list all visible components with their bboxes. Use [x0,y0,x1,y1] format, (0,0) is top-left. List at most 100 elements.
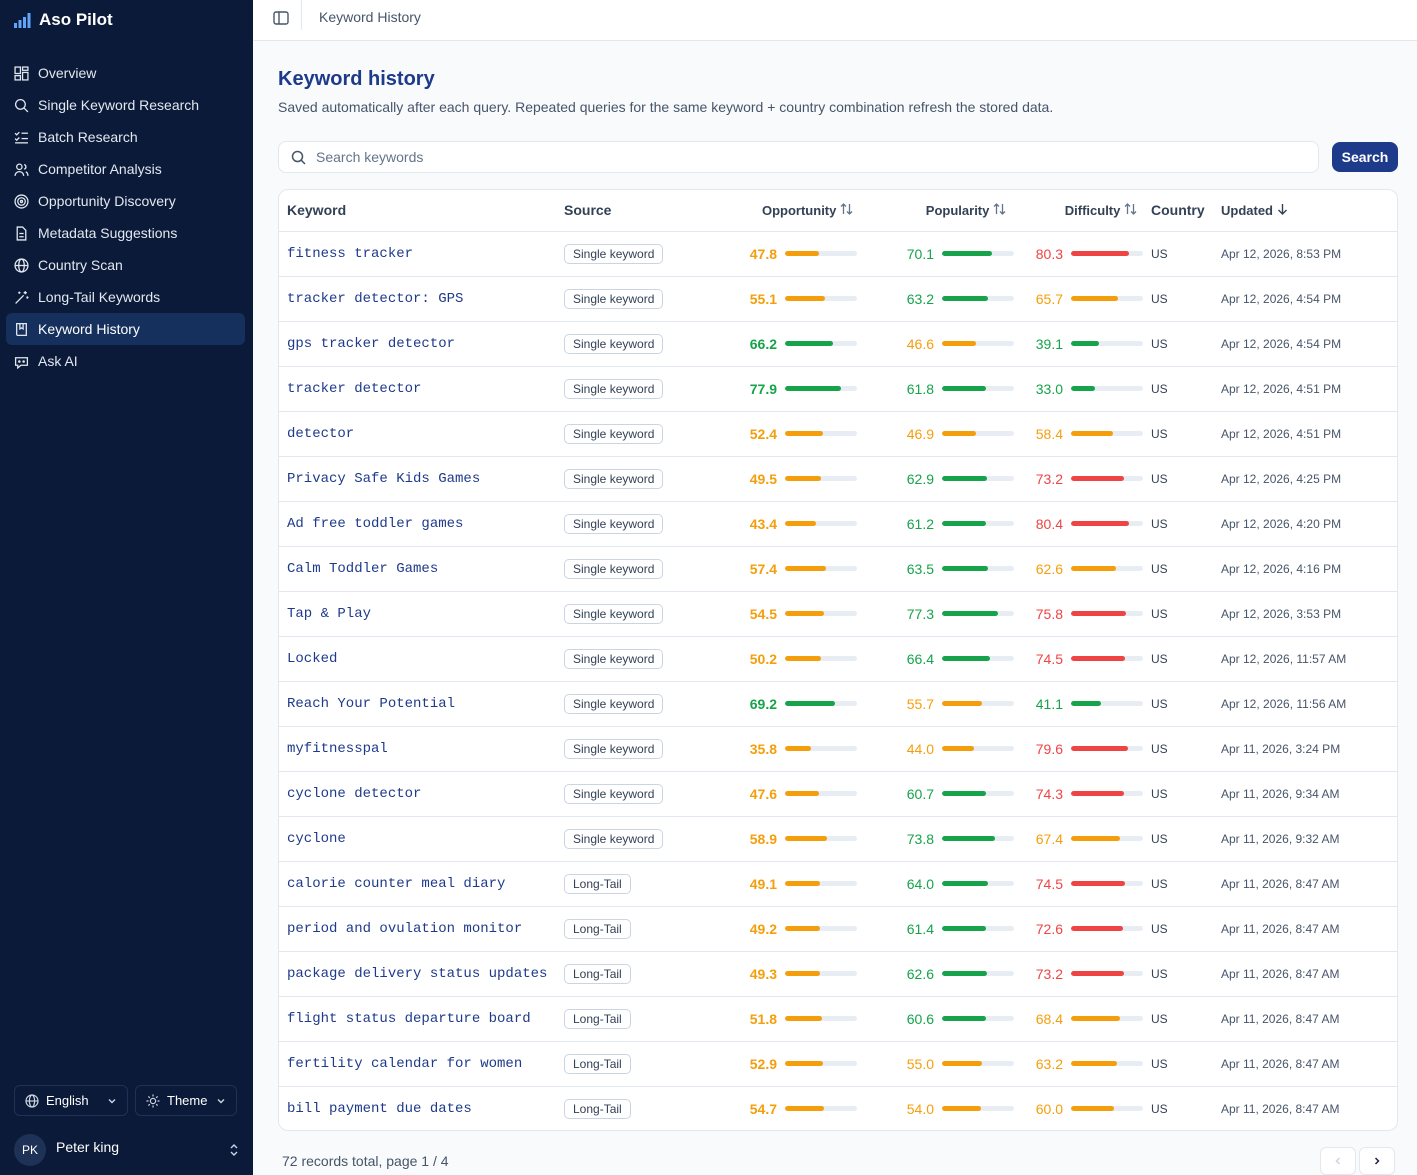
table-row[interactable]: Tap & Play Single keyword 54.5 77.3 75.8 US Ap… [279,591,1397,637]
keyword-link[interactable]: package delivery status updates [287,966,548,982]
sidebar-item-overview[interactable]: Overview [6,57,245,89]
sidebar-item-ask-ai[interactable]: Ask AI [6,345,245,377]
country-code: US [1151,1012,1168,1026]
table-row[interactable]: calorie counter meal diary Long-Tail 49.1 6… [279,861,1397,907]
table-row[interactable]: fertility calendar for women Long-Tail 52.… [279,1041,1397,1087]
sidebar-item-batch-research[interactable]: Batch Research [6,121,245,153]
difficulty-cell: 65.7 [1014,276,1143,322]
table-row[interactable]: Reach Your Potential Single keyword 69.2 55… [279,681,1397,727]
table-row[interactable]: bill payment due dates Long-Tail 54.7 54.0 6… [279,1086,1397,1130]
keyword-cell: fertility calendar for women [279,1041,556,1087]
table-row[interactable]: detector Single keyword 52.4 46.9 58.4 US Apr … [279,411,1397,457]
popularity-cell: 77.3 [857,591,1014,637]
difficulty-value: 41.1 [1035,695,1063,712]
table-row[interactable]: fitness tracker Single keyword 47.8 70.1 80.… [279,231,1397,277]
next-page-button[interactable] [1359,1147,1395,1175]
language-label: English [46,1093,89,1108]
updated-cell: Apr 12, 2026, 4:54 PM [1213,321,1397,367]
source-cell: Single keyword [556,456,699,502]
sidebar-toggle-icon[interactable] [271,8,291,28]
sidebar-item-keyword-history[interactable]: Keyword History [6,313,245,345]
search-button[interactable]: Search [1332,142,1398,172]
header-opportunity[interactable]: Opportunity [699,190,857,232]
opportunity-cell: 43.4 [699,501,857,547]
source-badge: Single keyword [564,243,664,264]
table-row[interactable]: cyclone Single keyword 58.9 73.8 67.4 US Apr 1… [279,816,1397,862]
sidebar-item-metadata-suggestions[interactable]: Metadata Suggestions [6,217,245,249]
updated-timestamp: Apr 11, 2026, 8:47 AM [1221,1102,1340,1117]
table-row[interactable]: tracker detector: GPS Single keyword 55.1 6… [279,276,1397,322]
keyword-link[interactable]: fitness tracker [287,246,414,262]
popularity-cell: 70.1 [857,231,1014,277]
header-popularity[interactable]: Popularity [857,190,1014,232]
country-code: US [1151,337,1168,351]
keyword-link[interactable]: flight status departure board [287,1011,531,1027]
keyword-link[interactable]: detector [287,426,355,442]
popularity-bar-fill [942,881,989,886]
popularity-bar-fill [942,476,988,481]
avatar: PK [14,1134,46,1166]
table-row[interactable]: Privacy Safe Kids Games Single keyword 49.… [279,456,1397,502]
updated-timestamp: Apr 12, 2026, 8:53 PM [1221,247,1342,261]
table-row[interactable]: gps tracker detector Single keyword 66.2 46… [279,321,1397,367]
table-row[interactable]: Ad free toddler games Single keyword 43.4 6… [279,501,1397,547]
header-difficulty[interactable]: Difficulty [1014,190,1143,232]
keyword-link[interactable]: tracker detector: GPS [287,291,464,307]
keyword-link[interactable]: cyclone detector [287,786,422,802]
table-row[interactable]: package delivery status updates Long-Tail… [279,951,1397,997]
opportunity-cell: 49.2 [699,906,857,952]
keyword-link[interactable]: bill payment due dates [287,1101,472,1118]
keyword-link[interactable]: calorie counter meal diary [287,876,506,892]
table-row[interactable]: tracker detector Single keyword 77.9 61.8 33… [279,366,1397,412]
theme-select[interactable]: Theme [135,1085,237,1116]
popularity-value: 60.7 [906,785,934,802]
difficulty-bar [1071,386,1143,391]
prev-page-button[interactable] [1320,1147,1356,1175]
table-row[interactable]: Locked Single keyword 50.2 66.4 74.5 US Apr 12… [279,636,1397,682]
sidebar-nav: Overview Single Keyword Research Batch Res… [6,57,245,377]
updated-cell: Apr 12, 2026, 4:54 PM [1213,276,1397,322]
brand[interactable]: Aso Pilot [14,10,113,30]
difficulty-cell: 80.3 [1014,231,1143,277]
keyword-link[interactable]: Reach Your Potential [287,696,456,712]
source-badge: Long-Tail [564,1008,631,1029]
keyword-link[interactable]: tracker detector [287,381,422,397]
table-row[interactable]: Calm Toddler Games Single keyword 57.4 63.5… [279,546,1397,592]
sidebar-item-competitor-analysis[interactable]: Competitor Analysis [6,153,245,185]
keyword-link[interactable]: myfitnesspal [287,741,388,757]
updated-cell: Apr 11, 2026, 8:47 AM [1213,1041,1397,1087]
language-select[interactable]: English [14,1085,128,1116]
user-menu[interactable]: PK Peter king [14,1133,240,1167]
country-cell: US [1143,501,1213,547]
keyword-link[interactable]: fertility calendar for women [287,1056,523,1072]
difficulty-bar [1071,926,1143,931]
opportunity-value: 43.4 [749,515,777,532]
keyword-link[interactable]: cyclone [287,831,346,847]
search-input[interactable] [316,149,1276,165]
keyword-link[interactable]: Privacy Safe Kids Games [287,471,481,487]
keyword-link[interactable]: gps tracker detector [287,336,456,352]
keyword-cell: Ad free toddler games [279,501,556,547]
sidebar-item-opportunity-discovery[interactable]: Opportunity Discovery [6,185,245,217]
keyword-link[interactable]: Locked [287,651,338,667]
table-row[interactable]: myfitnesspal Single keyword 35.8 44.0 79.6 US… [279,726,1397,772]
table-row[interactable]: period and ovulation monitor Long-Tail 49.… [279,906,1397,952]
keyword-cell: calorie counter meal diary [279,861,556,907]
difficulty-cell: 72.6 [1014,906,1143,952]
popularity-value: 77.3 [906,605,934,622]
sidebar-item-single-keyword-research[interactable]: Single Keyword Research [6,89,245,121]
country-code: US [1151,562,1168,576]
keyword-link[interactable]: Calm Toddler Games [287,561,439,577]
keyword-link[interactable]: Tap & Play [287,606,372,622]
header-updated[interactable]: Updated [1213,190,1397,232]
updated-cell: Apr 11, 2026, 8:47 AM [1213,951,1397,997]
keyword-link[interactable]: Ad free toddler games [287,516,464,532]
source-badge: Single keyword [564,648,664,669]
updated-timestamp: Apr 12, 2026, 4:51 PM [1221,427,1342,441]
table-row[interactable]: flight status departure board Long-Tail 51… [279,996,1397,1042]
keyword-link[interactable]: period and ovulation monitor [287,921,523,937]
updated-cell: Apr 11, 2026, 9:32 AM [1213,816,1397,862]
sidebar-item-country-scan[interactable]: Country Scan [6,249,245,281]
sidebar-item-long-tail-keywords[interactable]: Long-Tail Keywords [6,281,245,313]
table-row[interactable]: cyclone detector Single keyword 47.6 60.7 74… [279,771,1397,817]
